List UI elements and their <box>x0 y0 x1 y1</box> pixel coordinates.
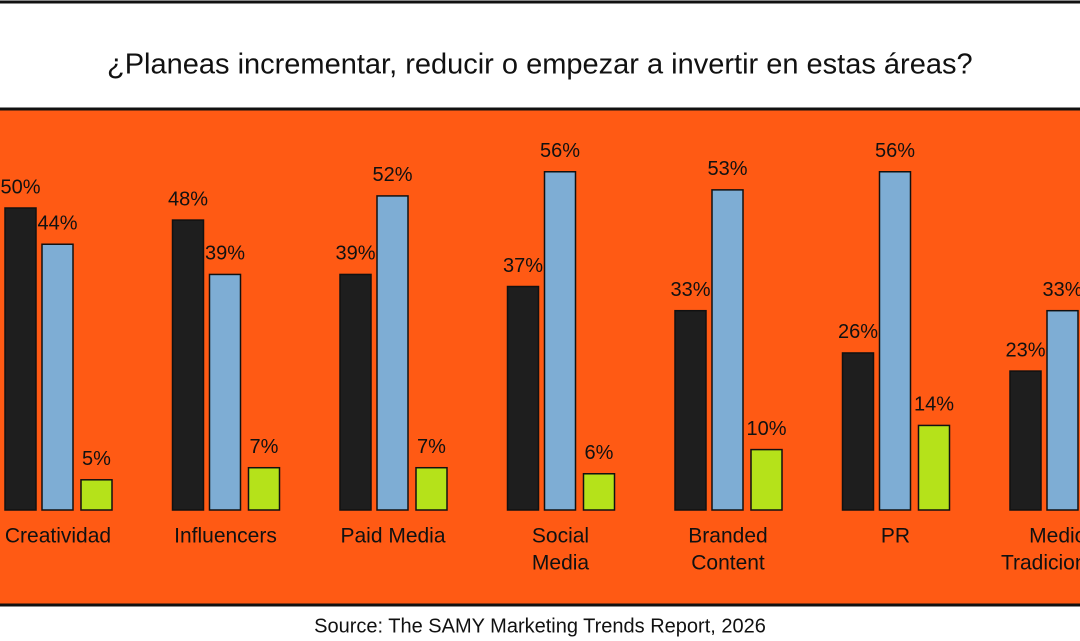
value-label: 33% <box>670 279 710 301</box>
bar <box>339 273 372 511</box>
bar <box>582 473 616 511</box>
x-tick-label: Tradicionales <box>1001 552 1080 575</box>
bar <box>1009 370 1042 511</box>
value-label: 39% <box>205 243 245 265</box>
value-label: 52% <box>372 164 412 186</box>
value-label: 48% <box>168 188 208 210</box>
value-label: 7% <box>250 436 279 458</box>
value-label: 56% <box>540 140 580 162</box>
bar <box>1046 309 1079 511</box>
x-tick-label: Creatividad <box>5 525 111 548</box>
bar <box>4 207 37 511</box>
bar <box>208 273 242 511</box>
value-label: 14% <box>914 394 954 416</box>
value-label: 6% <box>585 442 614 464</box>
x-tick-label: Media <box>532 552 590 575</box>
source: Source: The SAMY Marketing Trends Report… <box>314 615 766 637</box>
bar <box>376 195 409 511</box>
value-label: 50% <box>0 176 40 198</box>
bar <box>415 466 448 511</box>
x-tick-label: Content <box>691 552 765 575</box>
x-tick-label: Branded <box>688 525 767 548</box>
value-label: 53% <box>707 158 747 180</box>
value-label: 10% <box>746 418 786 440</box>
value-label: 26% <box>838 321 878 343</box>
x-tick-label: Medios <box>1029 525 1080 548</box>
bar <box>674 309 707 511</box>
value-label: 7% <box>417 436 446 458</box>
bar <box>171 219 205 511</box>
bar <box>506 285 540 511</box>
bar <box>543 171 577 511</box>
bar <box>41 243 74 511</box>
chart-title: ¿Planeas incrementar, reducir o empezar … <box>107 49 973 81</box>
value-label: 39% <box>335 243 375 265</box>
value-label: 44% <box>37 213 77 235</box>
value-label: 37% <box>503 255 543 277</box>
x-tick-label: Social <box>532 525 589 548</box>
bar <box>80 479 113 511</box>
bar <box>917 424 951 511</box>
value-label: 23% <box>1005 339 1045 361</box>
x-tick-label: Paid Media <box>340 525 445 548</box>
x-tick-label: PR <box>881 525 910 548</box>
bar <box>711 189 744 511</box>
value-label: 33% <box>1042 279 1080 301</box>
bar <box>841 352 875 511</box>
value-label: 56% <box>875 140 915 162</box>
bar <box>878 171 912 511</box>
x-tick-label: Influencers <box>174 525 277 548</box>
bar <box>750 448 783 511</box>
value-label: 5% <box>82 448 111 470</box>
bar <box>247 466 281 511</box>
